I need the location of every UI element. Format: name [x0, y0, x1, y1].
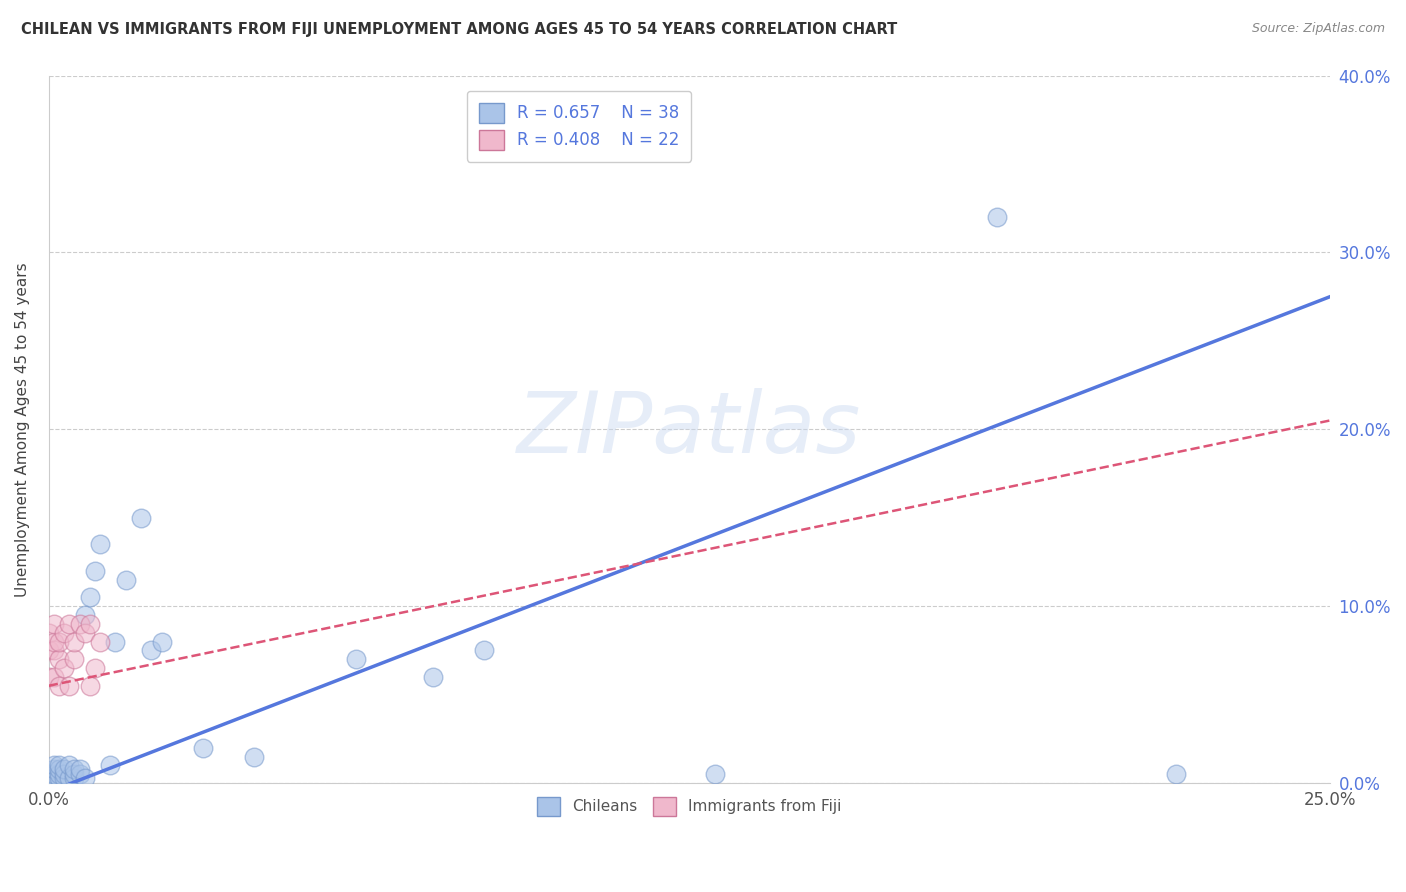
Point	[63, 767, 86, 781]
Point	[42, 762, 65, 776]
Point	[73, 625, 96, 640]
Point	[53, 762, 76, 776]
Point	[42, 767, 65, 781]
Point	[42, 758, 65, 772]
Point	[73, 607, 96, 622]
Point	[58, 616, 80, 631]
Point	[53, 661, 76, 675]
Point	[63, 771, 86, 785]
Point	[89, 537, 111, 551]
Point	[150, 634, 173, 648]
Point	[48, 758, 70, 772]
Point	[53, 771, 76, 785]
Point	[48, 634, 70, 648]
Point	[48, 767, 70, 781]
Point	[38, 625, 60, 640]
Point	[344, 652, 367, 666]
Point	[98, 758, 121, 772]
Point	[69, 762, 91, 776]
Point	[104, 634, 127, 648]
Point	[58, 679, 80, 693]
Point	[48, 652, 70, 666]
Point	[42, 616, 65, 631]
Point	[53, 767, 76, 781]
Point	[38, 767, 60, 781]
Text: Source: ZipAtlas.com: Source: ZipAtlas.com	[1251, 22, 1385, 36]
Point	[1166, 767, 1188, 781]
Point	[63, 762, 86, 776]
Text: ZIPatlas: ZIPatlas	[517, 388, 862, 471]
Text: CHILEAN VS IMMIGRANTS FROM FIJI UNEMPLOYMENT AMONG AGES 45 TO 54 YEARS CORRELATI: CHILEAN VS IMMIGRANTS FROM FIJI UNEMPLOY…	[21, 22, 897, 37]
Point	[38, 670, 60, 684]
Point	[48, 771, 70, 785]
Point	[79, 591, 101, 605]
Point	[42, 634, 65, 648]
Point	[986, 210, 1008, 224]
Point	[42, 771, 65, 785]
Point	[58, 758, 80, 772]
Point	[79, 679, 101, 693]
Point	[79, 616, 101, 631]
Point	[242, 749, 264, 764]
Point	[63, 652, 86, 666]
Point	[42, 643, 65, 657]
Point	[129, 510, 152, 524]
Point	[83, 564, 105, 578]
Point	[89, 634, 111, 648]
Point	[474, 643, 496, 657]
Point	[48, 762, 70, 776]
Point	[58, 771, 80, 785]
Point	[69, 767, 91, 781]
Point	[42, 670, 65, 684]
Point	[114, 573, 136, 587]
Point	[63, 634, 86, 648]
Point	[141, 643, 163, 657]
Point	[422, 670, 444, 684]
Point	[191, 740, 214, 755]
Point	[83, 661, 105, 675]
Point	[53, 625, 76, 640]
Point	[38, 643, 60, 657]
Point	[48, 679, 70, 693]
Point	[73, 771, 96, 785]
Legend: Chileans, Immigrants from Fiji: Chileans, Immigrants from Fiji	[529, 788, 851, 825]
Y-axis label: Unemployment Among Ages 45 to 54 years: Unemployment Among Ages 45 to 54 years	[15, 262, 30, 597]
Point	[704, 767, 727, 781]
Point	[69, 616, 91, 631]
